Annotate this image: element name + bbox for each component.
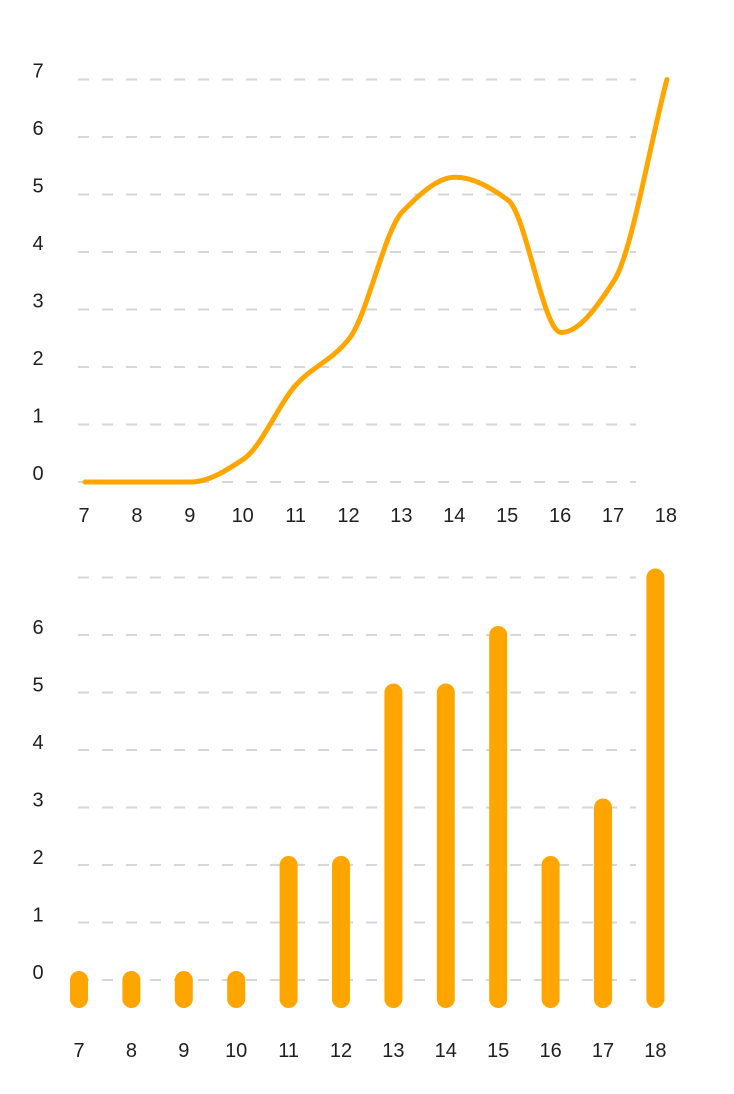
y-tick-label: 0 — [32, 463, 43, 485]
line-chart-series — [82, 77, 670, 485]
bar — [279, 856, 298, 1008]
x-tick-label: 13 — [390, 505, 412, 527]
y-tick-label: 7 — [32, 61, 43, 83]
x-tick-label: 9 — [184, 505, 195, 527]
x-tick-label: 16 — [539, 1040, 561, 1062]
x-tick-label: 10 — [232, 505, 254, 527]
x-tick-label: 17 — [592, 1040, 614, 1062]
bar — [174, 971, 193, 1008]
y-tick-label: 4 — [32, 233, 43, 255]
x-tick-label: 13 — [382, 1040, 404, 1062]
x-tick-label: 10 — [225, 1040, 247, 1062]
x-tick-label: 18 — [644, 1040, 666, 1062]
line-chart-grid — [78, 78, 636, 483]
y-tick-label: 2 — [32, 847, 43, 869]
x-tick-label: 7 — [78, 505, 89, 527]
y-tick-label: 5 — [32, 675, 43, 697]
y-tick-label: 0 — [32, 962, 43, 984]
line-series-path — [82, 77, 670, 485]
bar — [594, 798, 612, 1008]
x-tick-label: 15 — [487, 1040, 509, 1062]
y-tick-label: 3 — [32, 790, 43, 812]
x-tick-label: 7 — [73, 1040, 84, 1062]
bar — [332, 856, 350, 1008]
x-tick-label: 8 — [131, 505, 142, 527]
y-tick-label: 6 — [32, 118, 43, 140]
x-tick-label: 8 — [126, 1040, 137, 1062]
line-chart-y-axis: 0 1 2 3 4 5 6 7 — [32, 61, 43, 486]
x-tick-label: 16 — [549, 505, 571, 527]
bar-chart-y-axis: 0 1 2 3 4 5 6 — [32, 617, 43, 984]
x-tick-label: 12 — [337, 505, 359, 527]
x-tick-label: 14 — [435, 1040, 457, 1062]
x-tick-label: 14 — [443, 505, 465, 527]
y-tick-label: 2 — [32, 348, 43, 370]
bar — [70, 971, 88, 1008]
x-tick-label: 15 — [496, 505, 518, 527]
bar-chart-bars — [70, 568, 665, 1008]
bar — [384, 683, 403, 1008]
bar — [646, 568, 665, 1008]
bar — [489, 626, 508, 1008]
y-tick-label: 4 — [32, 732, 43, 754]
x-tick-label: 11 — [285, 505, 306, 527]
x-tick-label: 18 — [655, 505, 677, 527]
y-tick-label: 1 — [32, 406, 43, 428]
y-tick-label: 3 — [32, 291, 43, 313]
x-tick-label: 12 — [330, 1040, 352, 1062]
y-tick-label: 5 — [32, 176, 43, 198]
bar — [227, 971, 246, 1008]
y-tick-label: 6 — [32, 617, 43, 639]
line-chart-x-axis: 7 8 9 10 11 12 13 14 15 16 17 18 — [78, 505, 677, 527]
y-tick-label: 1 — [32, 905, 43, 927]
bar-chart-x-axis: 7 8 9 10 11 12 13 14 15 16 17 18 — [73, 1040, 666, 1062]
bar — [436, 683, 455, 1008]
bar — [541, 856, 560, 1008]
x-tick-label: 11 — [278, 1040, 299, 1062]
bar — [122, 971, 141, 1008]
x-tick-label: 9 — [178, 1040, 189, 1062]
x-tick-label: 17 — [602, 505, 624, 527]
